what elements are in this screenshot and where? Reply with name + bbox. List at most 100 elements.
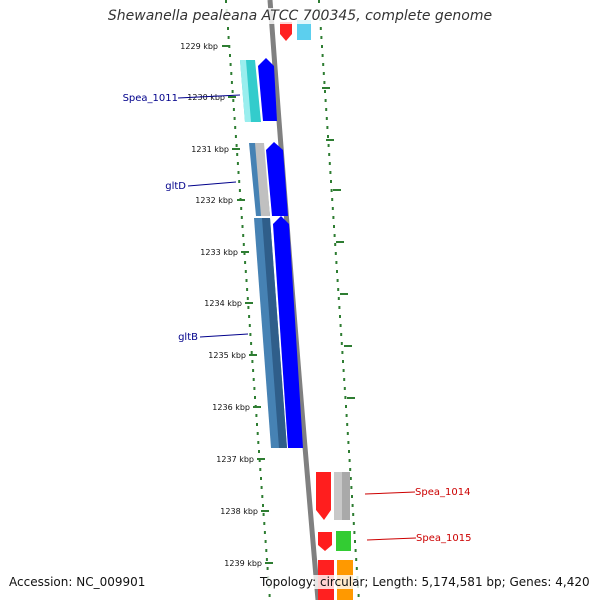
track-dot [323, 81, 326, 84]
tick-label-1239: 1239 kbp [224, 559, 262, 568]
track-dot [351, 495, 353, 498]
track-dot [248, 315, 251, 318]
track-dot [268, 594, 271, 597]
track-dot [242, 243, 245, 246]
track-dot [238, 189, 241, 192]
track-dot [351, 504, 354, 507]
cog-cyan-top [297, 20, 311, 40]
track-dot [234, 126, 237, 129]
leader-line-spea1015 [366, 537, 417, 541]
cds-forward-gltd [266, 142, 288, 216]
track-dot [232, 99, 235, 102]
track-dot [332, 216, 335, 219]
track-dot [233, 117, 236, 120]
track-dot [330, 180, 332, 183]
cog-gray-gltd [255, 143, 270, 216]
track-dot [324, 99, 327, 102]
track-dot [325, 117, 328, 120]
tick-label-1236: 1236 kbp [212, 403, 250, 412]
track-dot [234, 135, 237, 138]
track-dot [241, 225, 244, 228]
track-dot [229, 54, 231, 57]
track-dot [343, 387, 346, 390]
track-dot [250, 351, 253, 354]
track-dot [252, 378, 255, 381]
track-dot [320, 36, 323, 39]
track-dot [352, 522, 355, 525]
track-dot [229, 63, 232, 66]
track-dot [227, 27, 229, 30]
gene-label-spea1011: Spea_1011 [123, 93, 178, 104]
track-dot [266, 567, 269, 570]
track-dot [264, 540, 267, 543]
track-dot [324, 90, 326, 93]
track-dot [337, 297, 340, 300]
track-dot [340, 342, 343, 345]
track-dot [255, 414, 258, 417]
track-dot [344, 396, 347, 399]
track-dot [322, 63, 325, 66]
track-dot [258, 459, 261, 462]
tick-label-1230: 1230 kbp [187, 93, 225, 102]
track-dot [346, 423, 349, 426]
track-dot [265, 558, 268, 561]
track-dot [321, 45, 323, 48]
track-dot [342, 369, 345, 372]
track-dot [257, 441, 260, 444]
track-dot [237, 171, 240, 174]
track-dot [256, 432, 259, 435]
track-dot [260, 477, 262, 480]
tick-label-1238: 1238 kbp [220, 507, 258, 516]
tick-label-1235: 1235 kbp [208, 351, 246, 360]
track-dot [330, 189, 333, 192]
track-dot [247, 306, 250, 309]
track-dot [335, 261, 338, 264]
track-dot [250, 342, 253, 345]
leader-line-gltb [199, 333, 249, 338]
track-dot [341, 351, 344, 354]
track-dot [246, 288, 249, 291]
gene-label-gltd: gltD [165, 181, 186, 192]
cog-cyan-spea1011-highlight [240, 60, 251, 122]
track-dot [329, 171, 332, 174]
track-dot [354, 549, 357, 552]
leader-line-gltd [187, 181, 237, 187]
track-dot [261, 495, 264, 498]
track-dot [352, 513, 355, 516]
track-dot [235, 144, 238, 147]
track-dot [342, 360, 344, 363]
leader-line-spea1011 [177, 94, 241, 99]
track-dot [249, 333, 252, 336]
track-dot [252, 369, 255, 372]
track-dot [357, 594, 360, 597]
track-dot [345, 405, 347, 408]
cds-reverse-spea1014 [316, 472, 331, 520]
track-dot [334, 243, 337, 246]
track-dot [327, 144, 330, 147]
track-dot [333, 225, 335, 228]
track-dot [354, 540, 356, 543]
track-dot [327, 135, 329, 138]
track-dot [246, 297, 249, 300]
cds-red-top [280, 22, 292, 41]
track-dot [225, 0, 227, 3]
genome-backbone [267, 0, 321, 600]
track-dot [243, 252, 246, 255]
tick-label-1231: 1231 kbp [191, 145, 229, 154]
track-dot [238, 180, 241, 183]
track-dot [245, 279, 248, 282]
track-dot [349, 477, 352, 480]
track-dot [253, 387, 256, 390]
track-dot [244, 270, 247, 273]
gene-label-gltb: gltB [178, 332, 198, 343]
track-dot [256, 423, 258, 426]
track-dot [326, 126, 329, 129]
track-dot [230, 81, 233, 84]
track-dot [319, 27, 322, 30]
track-dot [353, 531, 356, 534]
track-dot [355, 558, 358, 561]
track-dot [318, 0, 320, 3]
cds-forward-gltb [273, 216, 303, 448]
